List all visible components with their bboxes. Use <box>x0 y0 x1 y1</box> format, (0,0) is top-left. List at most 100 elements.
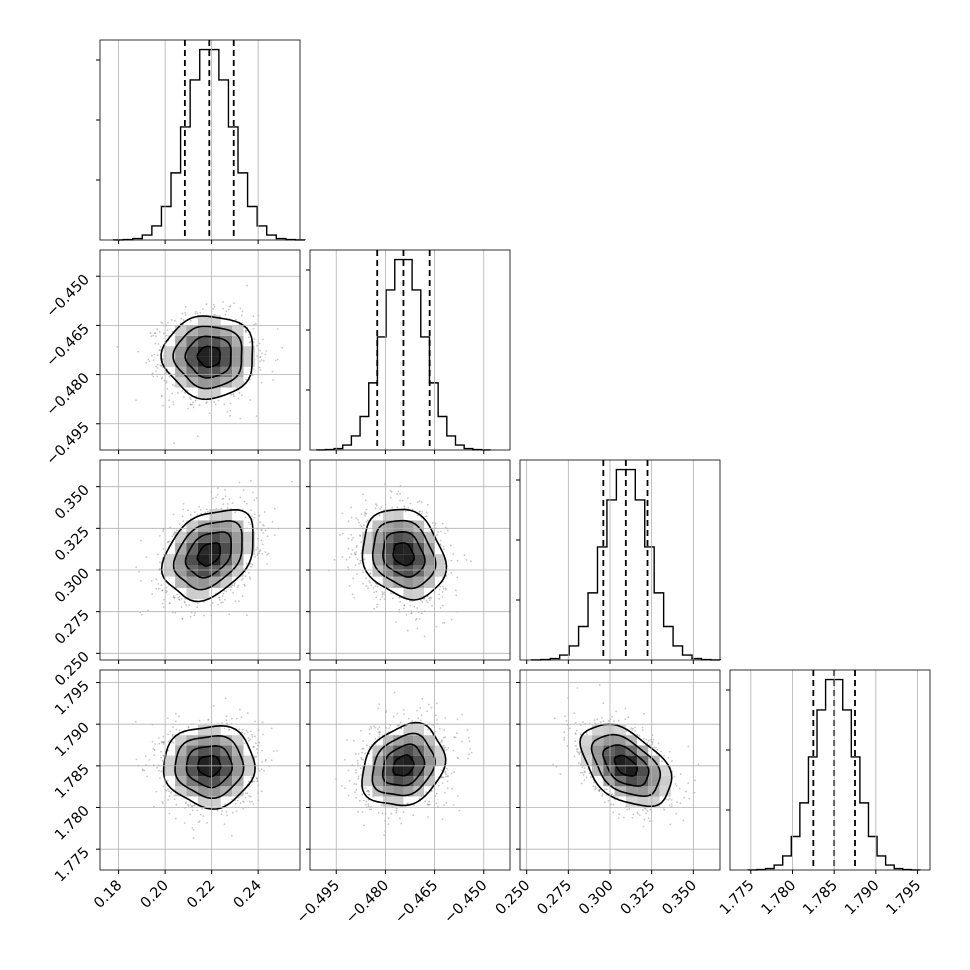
sample-point <box>224 313 227 316</box>
sample-point <box>350 553 353 555</box>
sample-point <box>162 735 165 738</box>
density-cell <box>209 335 221 347</box>
sample-point <box>598 788 601 791</box>
y-tick-label: 0.350 <box>52 482 93 523</box>
sample-point <box>216 487 219 489</box>
sample-point <box>141 769 144 772</box>
sample-point <box>362 582 364 585</box>
sample-point <box>440 776 443 778</box>
density-cell <box>243 531 255 543</box>
sample-point <box>172 741 175 744</box>
density-cell <box>209 576 221 588</box>
sample-point <box>165 334 168 337</box>
sample-point <box>580 782 583 785</box>
density-cell <box>209 542 221 555</box>
contour-line <box>392 754 415 777</box>
sample-point <box>373 725 375 727</box>
sample-point <box>192 406 195 409</box>
sample-point <box>228 728 231 731</box>
density-cell <box>232 346 244 357</box>
density-cell <box>625 786 638 797</box>
density-cell <box>625 765 638 777</box>
grid-lines <box>310 670 510 870</box>
sample-point <box>221 810 224 812</box>
density-cell <box>393 735 404 746</box>
sample-point <box>418 797 421 800</box>
sample-point <box>165 591 168 594</box>
density-cell <box>243 346 255 357</box>
sample-point <box>233 395 235 398</box>
sample-point <box>428 803 431 806</box>
density-cell <box>209 366 221 378</box>
sample-point <box>167 733 170 736</box>
sample-point <box>361 751 363 754</box>
density-cell <box>197 576 210 588</box>
sample-point <box>379 598 382 601</box>
panel-content <box>134 697 278 839</box>
sample-point <box>184 312 187 314</box>
density-cell <box>163 565 176 577</box>
sample-point <box>160 395 163 398</box>
sample-point <box>265 758 267 761</box>
density-cell <box>209 315 221 326</box>
panel-content <box>328 483 472 638</box>
density-cell <box>592 755 604 766</box>
sample-point <box>200 512 203 515</box>
sample-point <box>399 492 402 495</box>
density-cell <box>382 735 394 746</box>
sample-point <box>220 813 223 815</box>
sample-point <box>167 799 170 801</box>
sample-point <box>342 532 344 535</box>
y-tick-label: 1.775 <box>52 845 93 886</box>
sample-point <box>175 728 178 731</box>
density-cell <box>659 786 671 797</box>
sample-point <box>596 718 598 721</box>
sample-point <box>670 803 673 805</box>
density-cell <box>209 509 221 521</box>
sample-point <box>191 403 194 406</box>
sample-point <box>166 779 169 782</box>
density-cell <box>382 520 394 532</box>
sample-point <box>245 330 248 332</box>
sample-point <box>679 802 682 805</box>
sample-point <box>355 546 358 549</box>
sample-point <box>407 717 410 720</box>
sample-point <box>354 564 357 566</box>
sample-point <box>600 716 603 719</box>
sample-point <box>262 523 264 526</box>
sample-point <box>642 825 645 828</box>
grid-lines <box>526 460 694 660</box>
sample-point <box>378 514 381 517</box>
sample-point <box>248 572 250 574</box>
sample-point <box>242 578 245 580</box>
sample-point <box>362 747 365 750</box>
sample-point <box>153 749 156 751</box>
sample-point <box>576 748 578 751</box>
density-cell <box>209 765 221 777</box>
sample-point <box>644 808 647 810</box>
sample-point <box>409 600 411 602</box>
sample-point <box>244 792 247 794</box>
sample-point <box>439 607 442 609</box>
density-cell <box>243 356 255 367</box>
sample-point <box>139 539 142 542</box>
sample-point <box>395 807 398 810</box>
sample-point <box>387 817 390 820</box>
density-cell <box>175 776 187 787</box>
sample-point <box>184 306 187 308</box>
sample-point <box>261 552 264 555</box>
sample-point <box>376 583 378 586</box>
sample-point <box>368 808 371 811</box>
sample-point <box>429 599 431 602</box>
sample-point <box>260 539 263 542</box>
sample-point <box>218 599 221 601</box>
sample-point <box>364 514 366 517</box>
panel-frame <box>99 669 301 871</box>
sample-point <box>418 510 421 513</box>
sample-point <box>180 597 183 600</box>
density-cell <box>220 531 233 543</box>
scatter-panel <box>328 483 472 638</box>
sample-point <box>168 375 171 378</box>
sample-point <box>172 595 175 597</box>
density-cell <box>186 520 198 532</box>
